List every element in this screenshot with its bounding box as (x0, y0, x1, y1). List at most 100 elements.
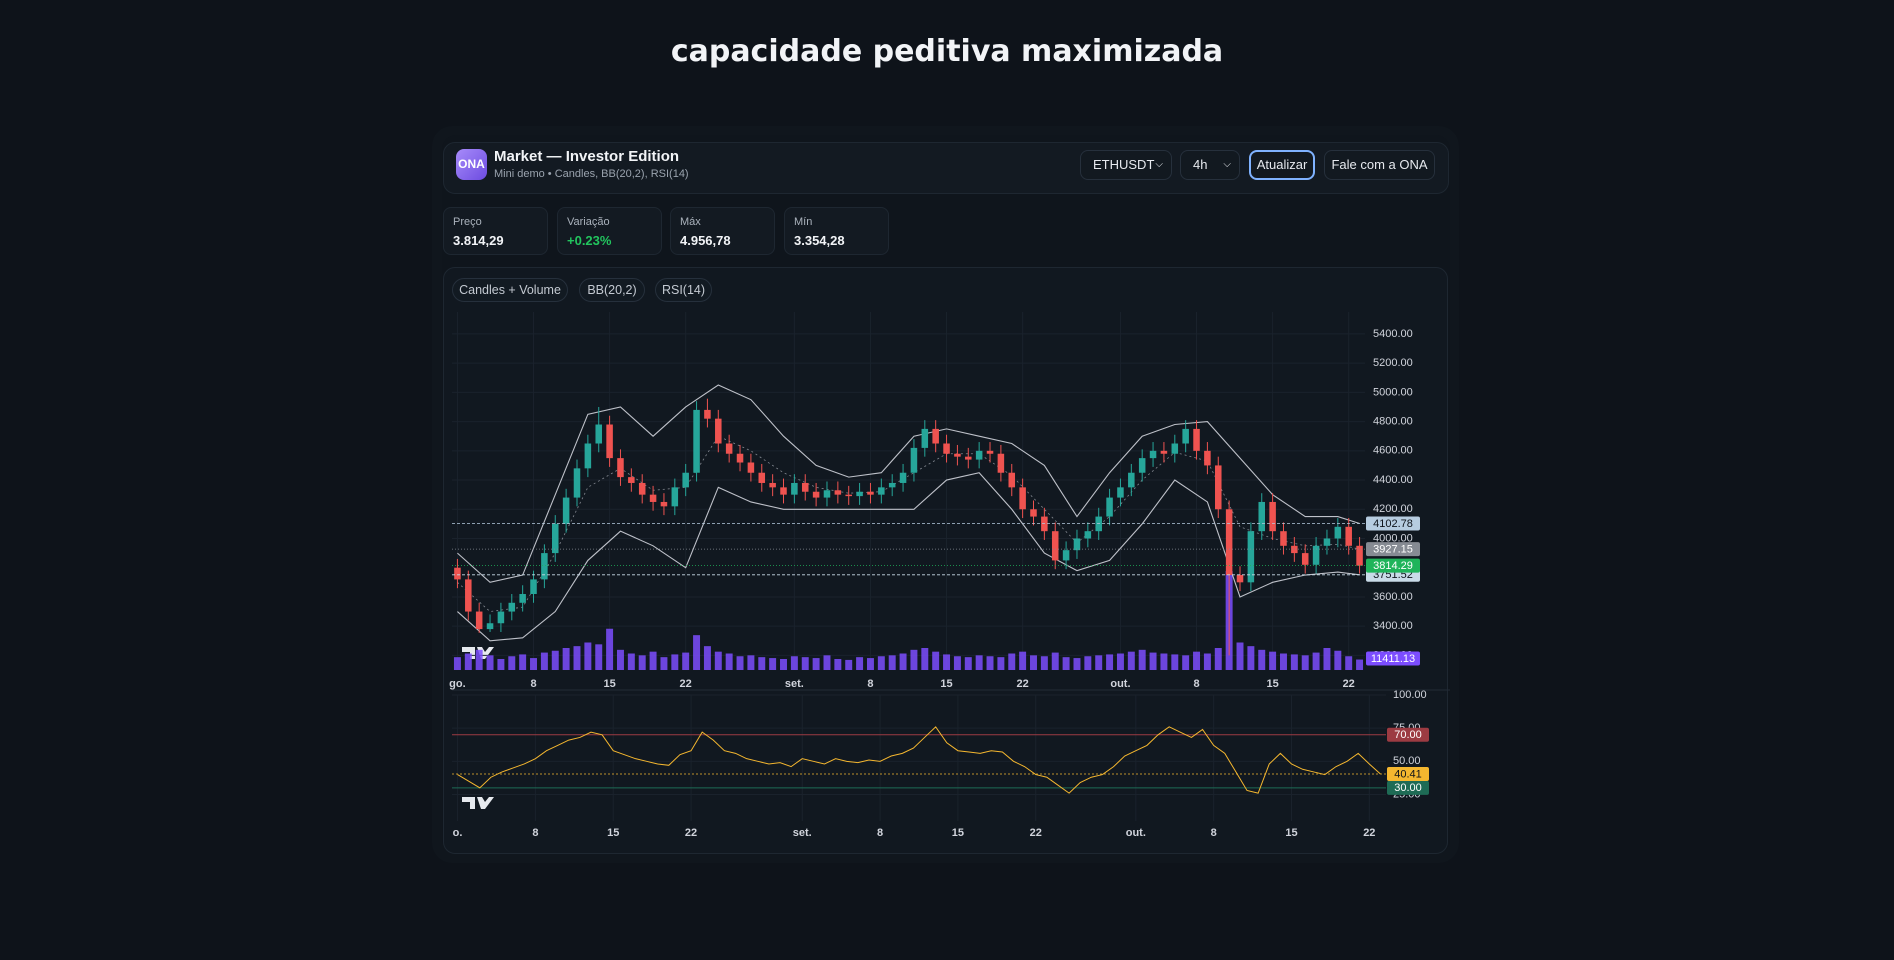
x-tick-label: 8 (530, 678, 536, 690)
stat-label: Preço (453, 216, 482, 228)
candle-body (595, 424, 602, 444)
candle-body (1291, 545, 1298, 554)
volume-bar (616, 649, 624, 670)
volume-bar (682, 652, 690, 670)
stat-card: Preço 3.814,29 (443, 207, 548, 255)
candle-body (1312, 545, 1320, 565)
price-badge-bg (1366, 558, 1420, 573)
candle-body (867, 491, 874, 495)
volume-bar (1258, 649, 1266, 670)
candle-body (1062, 550, 1070, 561)
volume-bar (1334, 650, 1342, 670)
candle-body (1106, 497, 1113, 517)
volume-bar (1247, 646, 1255, 670)
volume-bar (1193, 651, 1201, 670)
app-title: Market — Investor Edition (494, 148, 680, 165)
volume-bar (1312, 652, 1320, 670)
candle-body (780, 487, 787, 495)
candle-body (856, 491, 863, 497)
symbol-select[interactable]: ETHUSDT ⌵ (1080, 150, 1172, 180)
volume-bar (1269, 651, 1277, 670)
x-tick-label: 15 (603, 678, 615, 690)
stat-label: Máx (680, 216, 701, 228)
x-tick-label: go. (449, 678, 466, 690)
y-tick-label: 5400.00 (1373, 328, 1413, 340)
volume-bar (801, 657, 809, 670)
volume-bar (932, 651, 940, 670)
volume-bar (1040, 656, 1048, 670)
page-title: capacidade peditiva maximizada (670, 34, 1224, 69)
candle-body (1225, 509, 1233, 576)
volume-bar (453, 657, 461, 670)
candle-body (932, 428, 939, 444)
candle-body (573, 468, 581, 498)
candle-body (1258, 501, 1266, 532)
logo: ONA (456, 149, 487, 180)
volume-bar (1138, 649, 1146, 670)
tab[interactable]: BB(20,2) (579, 278, 645, 302)
candle-body (725, 443, 733, 454)
candle-body (1051, 531, 1059, 561)
tab[interactable]: RSI(14) (655, 278, 712, 302)
volume-bar (693, 635, 701, 670)
candle-body (682, 472, 689, 488)
select-arrow: ⌵ (1155, 159, 1163, 170)
candle-body (541, 553, 548, 580)
x-tick-label: 15 (607, 827, 619, 839)
tab[interactable]: Candles + Volume (452, 278, 568, 302)
volume-bar (508, 656, 516, 670)
stat-card: Máx 4.956,78 (670, 207, 775, 255)
candle-body (736, 453, 744, 463)
candle-body (1041, 516, 1048, 532)
candle-body (1160, 450, 1168, 454)
candle-body (812, 491, 820, 498)
candle-body (1084, 531, 1092, 539)
x-tick-label: set. (785, 678, 804, 690)
volume-bar (627, 653, 635, 670)
volume-bar (562, 648, 570, 670)
bb-badge: 3927.15 (1373, 544, 1413, 556)
volume-bar (714, 651, 722, 670)
volume-bar (530, 658, 537, 670)
y-tick-label: 5200.00 (1373, 357, 1413, 369)
x-tick-label: 22 (680, 678, 692, 690)
candle-body (1323, 538, 1331, 546)
volume-bar (475, 649, 483, 670)
x-tick-label: 8 (1211, 827, 1217, 839)
rsi-line (457, 726, 1381, 794)
volume-bar (649, 651, 657, 670)
x-tick-label: out. (1110, 678, 1130, 690)
x-tick-label: 15 (1285, 827, 1297, 839)
volume-bar (997, 657, 1005, 670)
candle-body (1280, 531, 1287, 546)
y-tick-label: 50.00 (1393, 755, 1421, 767)
candle-body (1334, 526, 1342, 539)
volume-bar (1019, 651, 1027, 670)
bb-badge-bg (1366, 542, 1420, 557)
candle-body (530, 579, 537, 595)
volume-bar (899, 653, 907, 670)
x-tick-label: 15 (940, 678, 952, 690)
volume-bar (758, 657, 766, 670)
candle-body (617, 458, 624, 478)
stat-label: Mín (794, 216, 813, 228)
candle-body (475, 611, 483, 630)
y-tick-label: 4200.00 (1373, 503, 1413, 515)
volume-bar (1280, 653, 1287, 670)
candle-body (997, 453, 1005, 473)
candle-body (1138, 458, 1146, 473)
volume-bar (1116, 653, 1124, 670)
candle-body (1149, 450, 1157, 459)
refresh-button[interactable]: Atualizar (1249, 150, 1315, 180)
candle-body (1236, 575, 1244, 583)
volume-bar (736, 656, 744, 670)
interval-select[interactable]: 4h ⌵ (1180, 150, 1240, 180)
volume-bar (1051, 652, 1059, 670)
x-tick-label: 22 (685, 827, 697, 839)
candle-body (1215, 465, 1222, 510)
volume-bar (1356, 659, 1364, 670)
volume-bar (888, 655, 896, 670)
contact-button[interactable]: Fale com a ONA (1324, 150, 1435, 180)
chart-panel (443, 267, 1448, 854)
candle-body (606, 424, 613, 459)
